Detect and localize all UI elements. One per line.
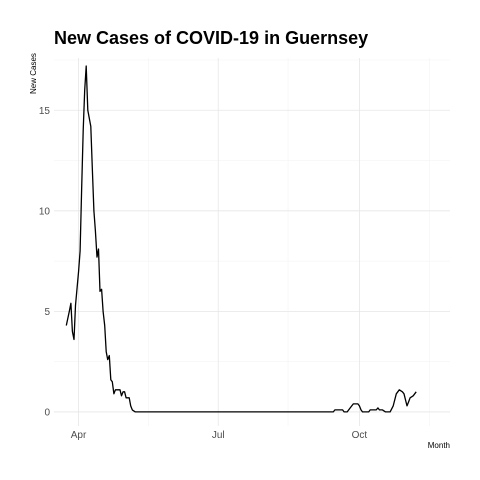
x-axis-title: Month [428, 441, 450, 450]
y-tick-label: 5 [44, 307, 50, 318]
chart-title: New Cases of COVID-19 in Guernsey [54, 28, 368, 48]
grid [54, 58, 450, 426]
x-axis-ticks: Apr Jul Oct [71, 430, 368, 441]
x-tick-label: Jul [212, 430, 225, 441]
y-tick-label: 10 [39, 206, 51, 217]
y-tick-label: 0 [44, 407, 50, 418]
x-tick-label: Apr [71, 430, 87, 441]
x-tick-label: Oct [352, 430, 368, 441]
y-axis-title: New Cases [29, 53, 38, 94]
y-axis-ticks: 0 5 10 15 [39, 106, 51, 419]
y-tick-label: 15 [39, 106, 51, 117]
series-line [65, 65, 417, 413]
series-group [65, 65, 417, 413]
